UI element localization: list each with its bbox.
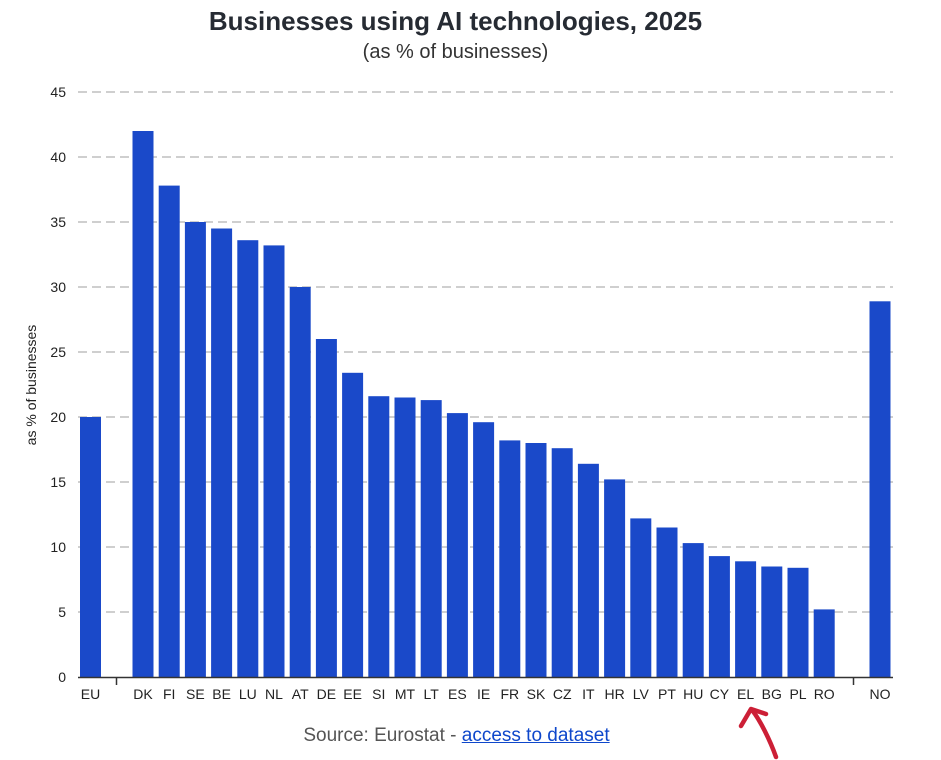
x-tick-label: IE	[477, 686, 490, 702]
x-tick-label: SI	[372, 686, 385, 702]
x-tick-label: ES	[448, 686, 467, 702]
chart-title: Businesses using AI technologies, 2025	[208, 6, 703, 36]
bar-it[interactable]	[577, 463, 599, 677]
tick-labels: 0 5 10 15 20 25 30 35 40 45 EU DK FI SE BE LU NL AT DE EE SI…	[50, 84, 890, 702]
dataset-link[interactable]: access to dataset	[461, 725, 610, 746]
bar-cz[interactable]	[551, 448, 573, 677]
bar-bg[interactable]	[761, 566, 783, 678]
x-tick-label: LT	[424, 686, 440, 702]
y-tick-label: 40	[50, 149, 66, 165]
bar-hu[interactable]	[682, 543, 704, 677]
y-tick-label: 30	[50, 279, 66, 295]
source-note: Source: Eurostat - access to dataset	[0, 725, 913, 747]
bar-no[interactable]	[869, 301, 891, 677]
x-tick-label: SK	[527, 686, 546, 702]
bar-pl[interactable]	[787, 567, 809, 677]
x-tick-label: DE	[317, 686, 336, 702]
bar-de[interactable]	[315, 339, 337, 677]
bar-cy[interactable]	[708, 556, 730, 677]
x-tick-label: RO	[814, 686, 835, 702]
bar-lv[interactable]	[630, 518, 652, 677]
chart-subtitle: (as % of businesses)	[362, 41, 549, 63]
bar-at[interactable]	[289, 287, 311, 677]
x-tick-label: EL	[737, 686, 754, 702]
x-tick-label: SE	[186, 686, 205, 702]
bar-fr[interactable]	[499, 440, 521, 677]
x-tick-label: AT	[292, 686, 309, 702]
bar-eu[interactable]	[80, 417, 101, 677]
bar-nl[interactable]	[263, 245, 285, 677]
bar-lu[interactable]	[237, 240, 259, 677]
x-tick-label: IT	[582, 686, 595, 702]
x-tick-label: NO	[870, 686, 891, 702]
x-tick-label: EU	[81, 686, 100, 702]
bar-mt[interactable]	[394, 397, 416, 678]
x-tick-label: CY	[710, 686, 730, 702]
y-tick-label: 5	[58, 604, 66, 620]
bar-be[interactable]	[211, 228, 233, 678]
x-tick-label: BE	[212, 686, 231, 702]
x-tick-label: DK	[133, 686, 153, 702]
y-tick-label: 10	[50, 539, 66, 555]
x-tick-label: FI	[163, 686, 175, 702]
bar-pt[interactable]	[656, 527, 678, 678]
y-axis-label: as % of businesses	[23, 325, 39, 446]
y-tick-label: 45	[50, 84, 66, 100]
x-tick-label: HU	[683, 686, 703, 702]
x-tick-label: MT	[395, 686, 416, 702]
y-tick-label: 25	[50, 344, 66, 360]
bar-sk[interactable]	[525, 443, 547, 677]
x-tick-label: LV	[633, 686, 650, 702]
y-tick-label: 0	[58, 669, 66, 685]
bar-ee[interactable]	[342, 372, 364, 677]
x-tick-label: LU	[239, 686, 257, 702]
x-tick-label: EE	[343, 686, 362, 702]
source-prefix: Source: Eurostat -	[303, 725, 462, 746]
x-tick-label: BG	[762, 686, 782, 702]
x-tick-label: PL	[789, 686, 806, 702]
bar-si[interactable]	[368, 396, 390, 677]
bar-el[interactable]	[735, 561, 757, 677]
y-tick-label: 20	[50, 409, 66, 425]
bar-dk[interactable]	[132, 131, 154, 677]
y-tick-label: 15	[50, 474, 66, 490]
y-tick-label: 35	[50, 214, 66, 230]
bars	[80, 131, 891, 677]
red-arrow-annotation	[738, 706, 779, 760]
bar-hr[interactable]	[604, 479, 626, 677]
bar-ie[interactable]	[473, 422, 495, 677]
x-tick-label: PT	[658, 686, 676, 702]
bar-fi[interactable]	[158, 185, 180, 677]
x-tick-label: NL	[265, 686, 283, 702]
bar-se[interactable]	[184, 222, 206, 677]
bar-ro[interactable]	[813, 609, 835, 677]
x-tick-label: FR	[500, 686, 519, 702]
bar-lt[interactable]	[420, 400, 442, 677]
x-tick-label: CZ	[553, 686, 572, 702]
bar-es[interactable]	[446, 413, 468, 677]
x-tick-label: HR	[604, 686, 624, 702]
x-axis	[78, 676, 893, 685]
